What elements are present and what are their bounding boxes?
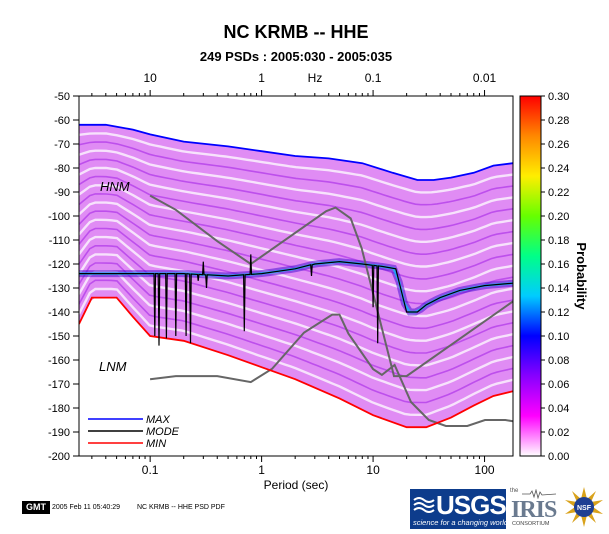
seismogram-icon [522,489,556,499]
plot-frame [78,95,514,457]
colorbar-tick-label: 0.12 [548,307,569,319]
mode-curve [79,254,513,346]
y-tick-label: -110 [49,235,70,247]
legend-min-label: MIN [146,438,166,450]
y-tick-label: -100 [48,211,70,223]
colorbar-tick-label: 0.14 [548,283,569,295]
y-tick-label: -180 [48,403,70,415]
y-tick-label: -70 [54,139,70,151]
annotation-lnm: LNM [99,359,127,374]
y-tick-label: -160 [48,355,70,367]
colorbar-tick-label: 0.26 [548,139,569,151]
usgs-logo: USGS science for a changing world [410,489,509,529]
axes-layer: -50 -60 -70 -80 -90 -100 -110 -120 -130 -140 -150 -… [48,71,497,477]
x-tick-label: 0.1 [142,463,159,477]
top-axis-label: Hz [308,71,323,85]
pdf-band [79,149,513,219]
y-tick-label: -150 [48,331,70,343]
pdf-band [79,253,513,367]
y-tick-label: -190 [48,427,70,439]
pdf-band [79,262,513,379]
colorbar-tick-label: 0.08 [548,355,569,367]
colorbar-tick-label: 0.28 [548,115,569,127]
top-tick-label: 0.01 [473,71,497,85]
pdf-band [79,227,513,330]
pdf-band [79,287,513,416]
x-tick-label: 100 [475,463,495,477]
legend-mode-label: MODE [146,426,180,438]
pdf-band [79,201,513,293]
pdf-band [79,132,513,194]
x-tick-label: 1 [258,463,265,477]
pdf-band [79,193,513,280]
colorbar-tick-label: 0.04 [548,403,569,415]
colorbar-tick-label: 0.20 [548,211,569,223]
pdf-band [79,166,513,243]
lnm-curve [149,313,513,427]
x-tick-label: 10 [366,463,380,477]
colorbar [519,95,542,457]
y-tick-label: -90 [54,187,70,199]
min-curve [79,296,513,429]
top-tick-label: 10 [143,71,157,85]
y-tick-label: -80 [54,163,70,175]
pdf-band [79,158,513,231]
iris-logo: the IRIS CONSORTIUM [508,487,558,529]
y-tick-label: -130 [48,283,70,295]
chart-title: NC KRMB -- HHE [224,22,369,42]
colorbar-tick-label: 0.24 [548,163,569,175]
timestamp: 2005 Feb 11 05:40:29 [52,504,120,511]
y-tick-label: -170 [48,379,70,391]
top-tick-label: 1 [258,71,265,85]
hnm-curve [149,194,513,378]
y-tick-label: -120 [48,259,70,271]
colorbar-tick-label: 0.30 [548,91,569,103]
colorbar-ticks: 0.30 0.28 0.26 0.24 0.22 0.20 0.18 0.16 0.14 0.12… [541,91,569,463]
colorbar-tick-label: 0.18 [548,235,569,247]
max-curve [79,123,513,181]
iris-prefix: the [510,488,519,494]
colorbar-tick-label: 0.02 [548,427,569,439]
annotation-hnm: HNM [100,179,130,194]
pdf-band [79,175,513,255]
pdf-band [79,184,513,268]
usgs-wordmark: USGS [436,490,507,520]
pdf-band [79,235,513,342]
nsf-wordmark: NSF [577,505,592,512]
colorbar-tick-label: 0.00 [548,451,569,463]
colorbar-tick-label: 0.16 [548,259,569,271]
iris-consortium: CONSORTIUM [512,521,550,527]
plot-name: NC KRMB -- HHE PSD PDF [137,504,225,511]
colorbar-tick-label: 0.10 [548,331,569,343]
colorbar-tick-label: 0.22 [548,187,569,199]
curves-layer [79,123,513,429]
iris-wordmark: IRIS [511,497,557,523]
pdf-band [79,279,513,404]
legend: MAX MODE MIN [88,414,180,450]
top-tick-label: 0.1 [365,71,382,85]
chart-subtitle: 249 PSDs : 2005:030 - 2005:035 [200,49,392,64]
nsf-logo: NSF [565,487,603,527]
pdf-band [79,270,513,392]
legend-max-label: MAX [146,414,171,426]
pdf-band [79,218,513,318]
usgs-wave-icon [413,497,435,513]
colorbar-label: Probability [574,242,589,310]
y-tick-label: -200 [48,451,70,463]
y-tick-label: -50 [54,91,70,103]
x-axis-label: Period (sec) [264,478,329,492]
colorbar-tick-label: 0.06 [548,379,569,391]
y-tick-label: -60 [54,115,70,127]
pdf-band [79,141,513,206]
usgs-tagline: science for a changing world [413,518,509,527]
y-tick-label: -140 [48,307,70,319]
gmt-badge: GMT [22,501,50,514]
nsf-disc [574,497,594,517]
